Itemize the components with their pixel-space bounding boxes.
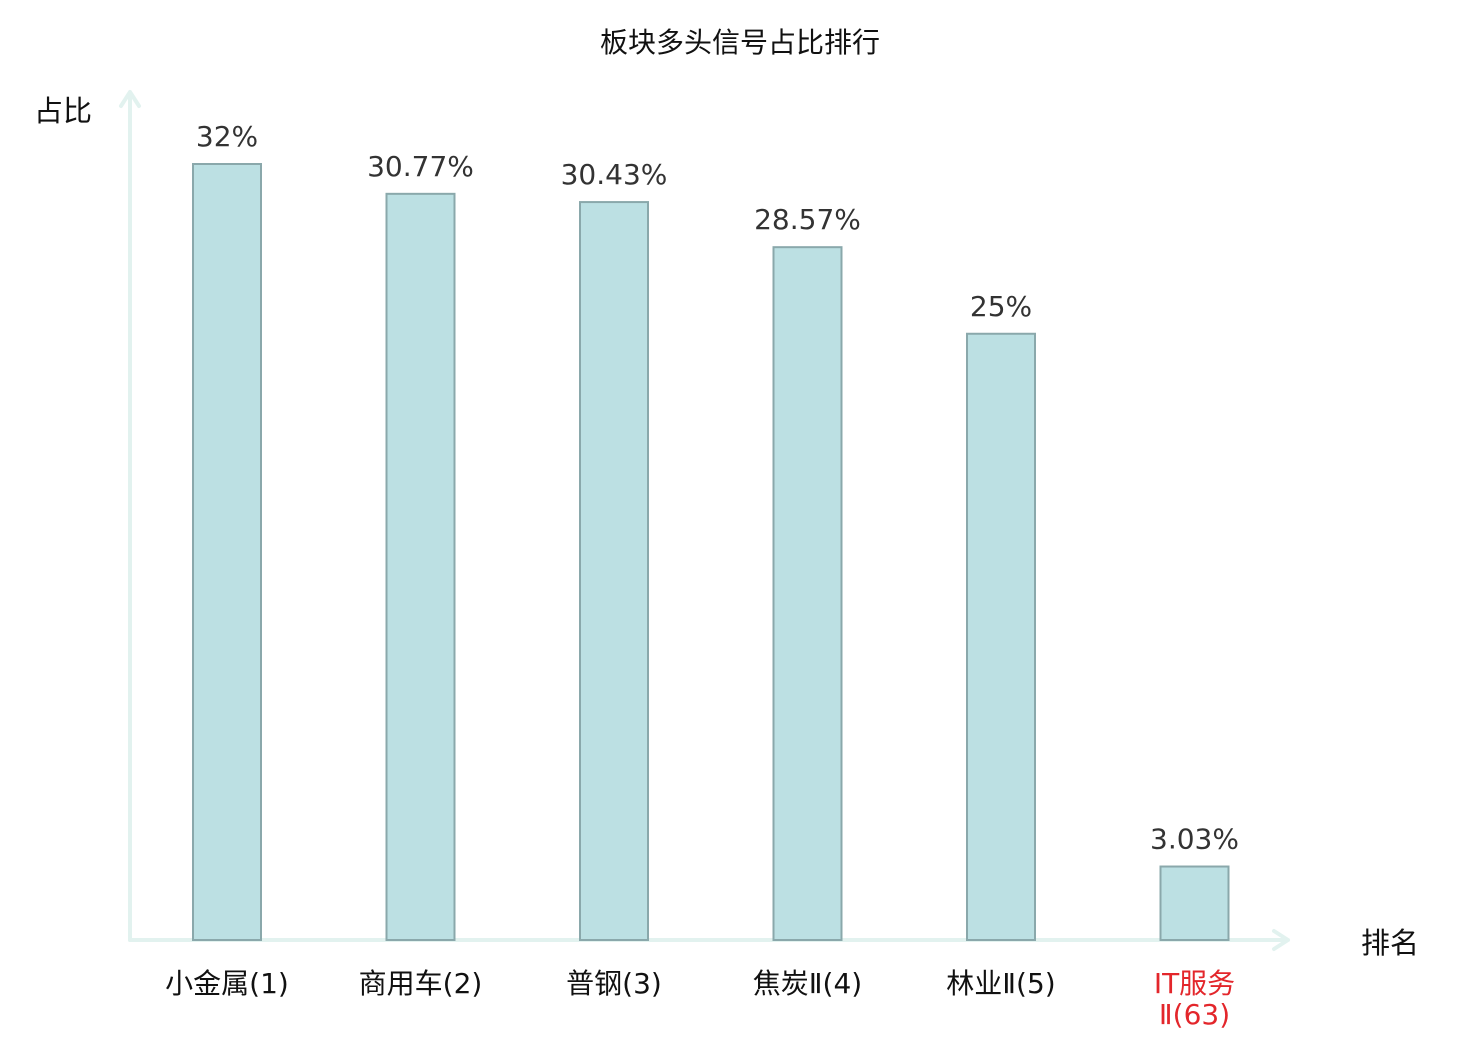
category-label-line: 小金属(1): [165, 967, 289, 1000]
category-label-4: 焦炭Ⅱ(4): [753, 967, 862, 1000]
value-label-6: 3.03%: [1150, 823, 1239, 856]
bar-2: [385, 192, 456, 941]
category-label-line: 普钢(3): [566, 967, 662, 1000]
value-label-5: 25%: [970, 290, 1032, 323]
bar-series: [192, 163, 1230, 942]
category-label-line: IT服务: [1154, 967, 1235, 1000]
value-label-3: 30.43%: [561, 158, 668, 191]
category-label-6: IT服务 Ⅱ(63): [1154, 967, 1235, 1031]
chart-title: 板块多头信号占比排行: [600, 26, 880, 59]
x-axis-title: 排名: [1361, 926, 1419, 960]
bar-5: [966, 332, 1036, 941]
y-axis: [119, 90, 141, 942]
bar-4: [772, 246, 843, 942]
bar-3: [579, 201, 649, 941]
category-label-line: 林业Ⅱ(5): [946, 967, 1055, 1000]
category-labels: 小金属(1) 商用车(2) 普钢(3) 焦炭Ⅱ(4) 林业Ⅱ(5) IT服务 Ⅱ(63): [165, 967, 1235, 1031]
bar-1: [192, 163, 262, 941]
bar-6: [1159, 865, 1230, 942]
category-label-line: 商用车(2): [359, 967, 483, 1000]
value-labels: 32% 30.77% 30.43% 28.57% 25% 3.03%: [196, 120, 1239, 856]
value-label-4: 28.57%: [754, 203, 861, 236]
value-label-2: 30.77%: [367, 150, 474, 183]
x-axis: [128, 929, 1290, 951]
category-label-line: 焦炭Ⅱ(4): [753, 967, 862, 1000]
category-label-1: 小金属(1): [165, 967, 289, 1000]
value-label-1: 32%: [196, 120, 258, 153]
category-label-2: 商用车(2): [359, 967, 483, 1000]
category-label-3: 普钢(3): [566, 967, 662, 1000]
category-label-5: 林业Ⅱ(5): [946, 967, 1055, 1000]
category-label-line: Ⅱ(63): [1159, 998, 1230, 1031]
y-axis-title: 占比: [34, 94, 92, 128]
